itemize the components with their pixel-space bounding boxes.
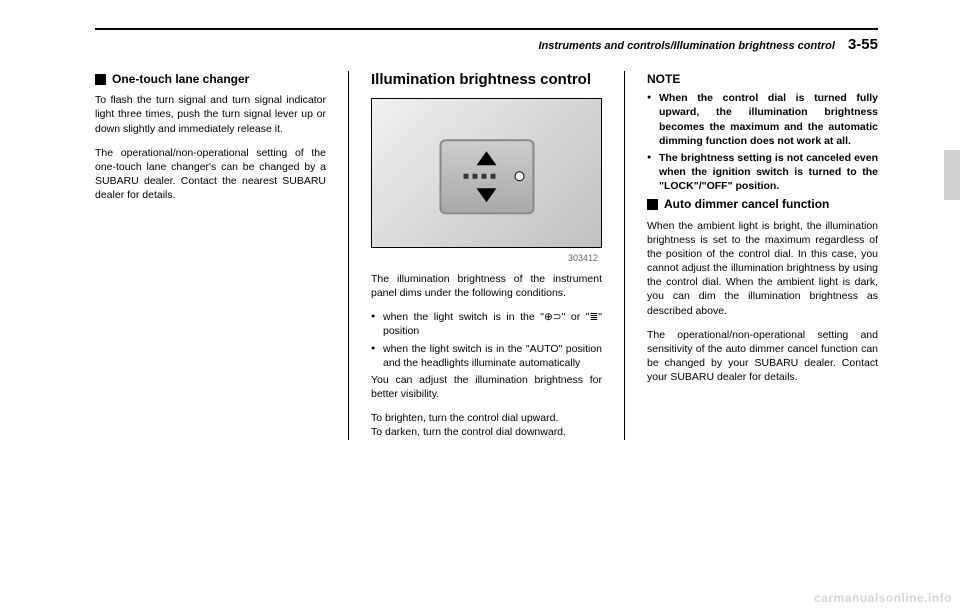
- column-2: Illumination brightness control 303412 T…: [371, 71, 602, 440]
- dial-dots: [464, 174, 496, 179]
- section-heading-auto-dimmer: Auto dimmer cancel function: [647, 196, 878, 212]
- note-bullet: When the control dial is turned fully up…: [647, 91, 878, 148]
- column-1: One-touch lane changer To flash the turn…: [95, 71, 326, 440]
- bullet-item: when the light switch is in the "⊕⊃" or …: [371, 310, 602, 338]
- heading-text: One-touch lane changer: [112, 71, 249, 87]
- paragraph: The illumination brightness of the instr…: [371, 272, 602, 300]
- arrow-up-icon: [477, 151, 497, 165]
- paragraph: You can adjust the illumination brightne…: [371, 373, 602, 401]
- page-header: Instruments and controls/Illumination br…: [95, 36, 878, 53]
- paragraph: The operational/non-operational setting …: [95, 146, 326, 203]
- note-bullet: The brightness setting is not canceled e…: [647, 151, 878, 194]
- column-3: NOTE When the control dial is turned ful…: [647, 71, 878, 440]
- heading-text: Auto dimmer cancel function: [664, 196, 829, 212]
- figure-label: 303412: [371, 252, 602, 264]
- section-heading-illumination: Illumination brightness control: [371, 71, 602, 90]
- section-heading-lane-changer: One-touch lane changer: [95, 71, 326, 87]
- paragraph: The operational/non-operational setting …: [647, 328, 878, 385]
- breadcrumb: Instruments and controls/Illumination br…: [538, 40, 834, 52]
- column-divider: [348, 71, 349, 440]
- square-bullet-icon: [647, 199, 658, 210]
- page-number: 3-55: [848, 36, 878, 53]
- dial-circle-icon: [514, 172, 524, 182]
- manual-page: Instruments and controls/Illumination br…: [0, 0, 960, 470]
- header-rule: [95, 28, 878, 30]
- content-columns: One-touch lane changer To flash the turn…: [95, 71, 878, 440]
- watermark: carmanualsonline.info: [814, 591, 952, 605]
- paragraph: To brighten, turn the control dial upwar…: [371, 411, 602, 425]
- bullet-item: when the light switch is in the "AUTO" p…: [371, 342, 602, 370]
- paragraph: When the ambient light is bright, the il…: [647, 219, 878, 318]
- control-dial-inset: [439, 139, 534, 214]
- note-heading: NOTE: [647, 71, 878, 87]
- column-divider: [624, 71, 625, 440]
- dashboard-figure: [371, 98, 602, 248]
- paragraph: To flash the turn signal and turn signal…: [95, 93, 326, 136]
- square-bullet-icon: [95, 74, 106, 85]
- paragraph: To darken, turn the control dial downwar…: [371, 425, 602, 439]
- arrow-down-icon: [477, 188, 497, 202]
